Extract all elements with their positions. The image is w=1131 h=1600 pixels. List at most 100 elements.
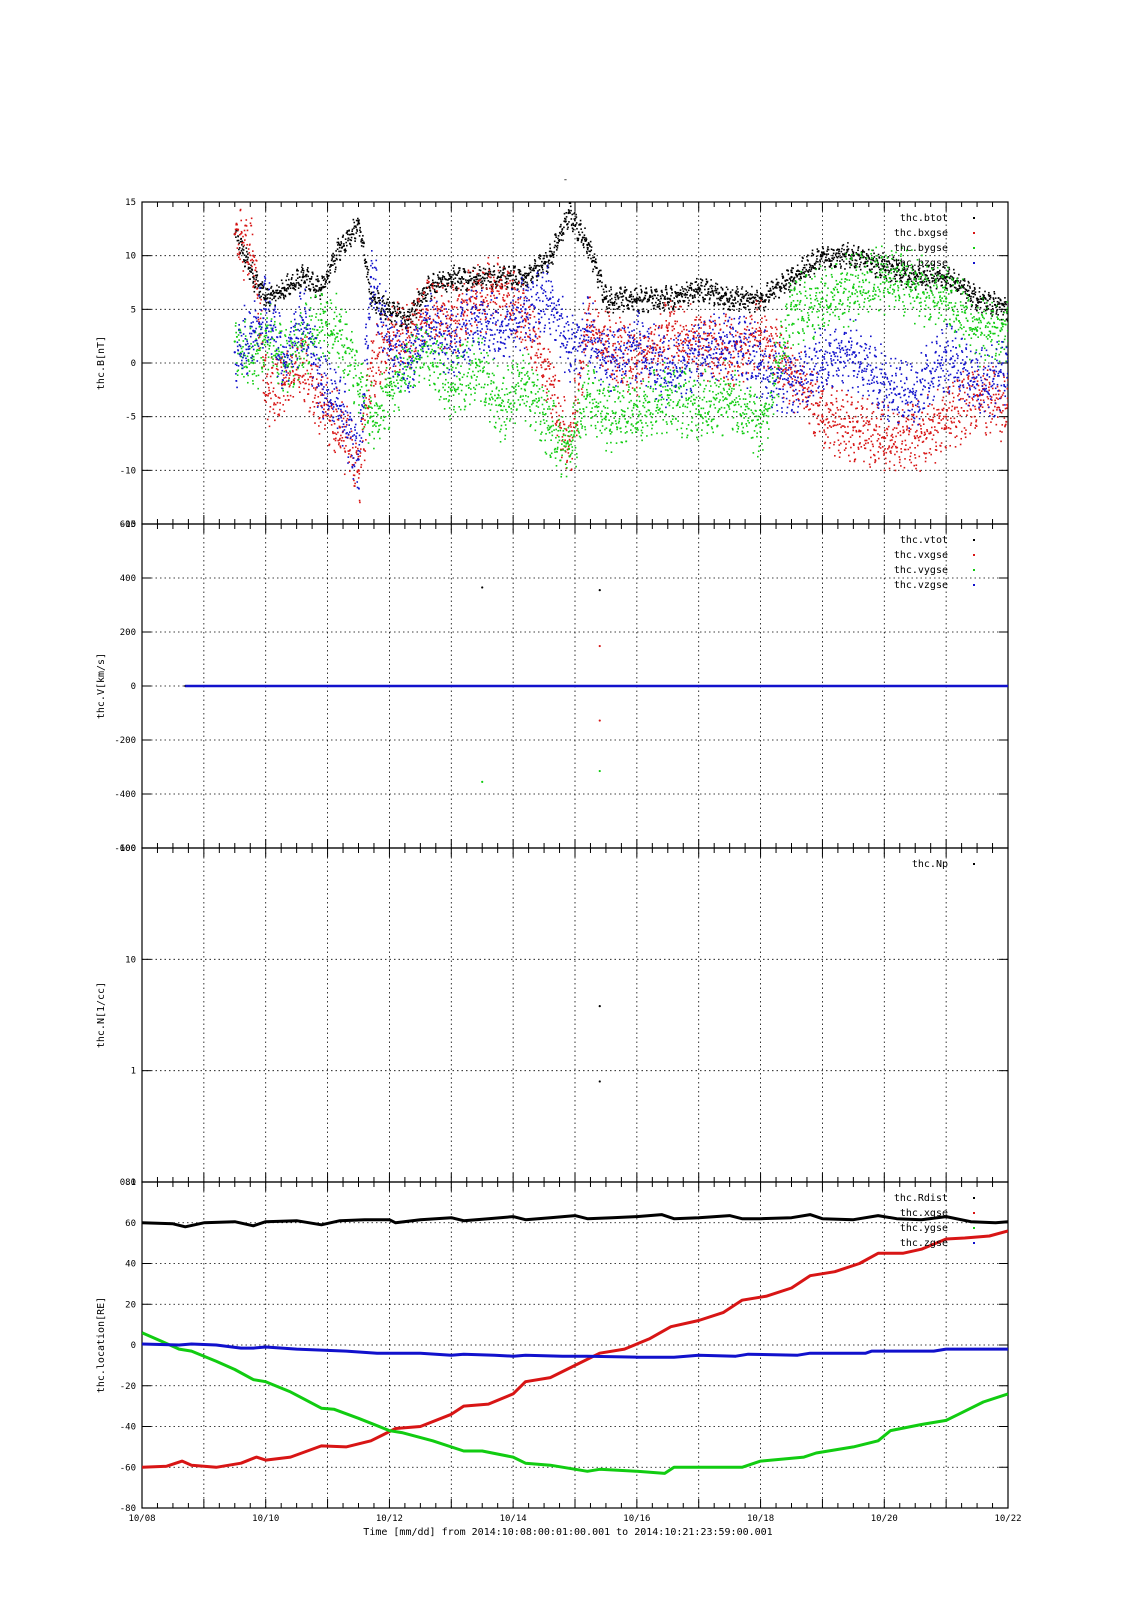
scatter-mark bbox=[627, 299, 630, 302]
scatter-mark bbox=[356, 223, 359, 226]
scatter-mark bbox=[680, 293, 683, 296]
scatter-mark bbox=[666, 293, 668, 295]
scatter-mark bbox=[582, 367, 585, 369]
scatter-mark bbox=[368, 288, 370, 291]
scatter-mark bbox=[759, 339, 761, 342]
scatter-mark bbox=[310, 277, 313, 280]
scatter-mark bbox=[283, 377, 285, 379]
scatter-mark bbox=[358, 222, 361, 225]
scatter-mark bbox=[745, 329, 748, 331]
scatter-mark bbox=[286, 273, 289, 275]
scatter-mark bbox=[346, 230, 349, 232]
scatter-mark bbox=[333, 262, 336, 265]
scatter-mark bbox=[602, 298, 605, 301]
scatter-mark bbox=[675, 337, 678, 340]
scatter-mark bbox=[895, 274, 898, 276]
scatter-mark bbox=[824, 441, 827, 444]
scatter-mark bbox=[573, 218, 576, 220]
scatter-mark bbox=[420, 303, 422, 306]
scatter-mark bbox=[701, 279, 704, 282]
scatter-mark bbox=[560, 223, 562, 226]
scatter-mark bbox=[379, 382, 381, 385]
scatter-mark bbox=[249, 259, 252, 262]
scatter-mark bbox=[419, 315, 422, 317]
scatter-mark bbox=[580, 223, 582, 225]
scatter-mark bbox=[544, 358, 546, 361]
scatter-mark bbox=[451, 307, 454, 309]
scatter-mark bbox=[841, 247, 843, 250]
scatter-mark bbox=[683, 310, 686, 313]
scatter-mark bbox=[346, 244, 348, 247]
scatter-mark bbox=[433, 328, 435, 331]
scatter-mark bbox=[506, 274, 509, 276]
scatter-mark bbox=[515, 275, 517, 278]
scatter-mark bbox=[272, 387, 275, 390]
scatter-mark bbox=[755, 300, 758, 302]
scatter-mark bbox=[303, 400, 306, 403]
scatter-mark bbox=[845, 255, 847, 258]
scatter-mark bbox=[555, 421, 558, 424]
scatter-mark bbox=[430, 297, 432, 300]
scatter-mark bbox=[420, 316, 423, 318]
scatter-mark bbox=[371, 301, 374, 303]
scatter-mark bbox=[428, 280, 430, 283]
scatter-mark bbox=[867, 429, 869, 431]
scatter-mark bbox=[276, 284, 278, 287]
scatter-mark bbox=[858, 254, 861, 257]
scatter-mark bbox=[467, 271, 470, 274]
scatter-mark bbox=[669, 300, 672, 302]
scatter-mark bbox=[904, 271, 907, 274]
scatter-mark bbox=[733, 309, 735, 311]
scatter-mark bbox=[552, 263, 554, 265]
scatter-mark bbox=[450, 282, 453, 284]
scatter-mark bbox=[620, 340, 623, 343]
scatter-mark bbox=[854, 426, 856, 428]
scatter-mark bbox=[497, 275, 499, 278]
scatter-mark bbox=[257, 312, 259, 315]
scatter-mark bbox=[728, 305, 731, 308]
scatter-mark bbox=[856, 407, 858, 410]
scatter-mark bbox=[498, 293, 501, 295]
scatter-mark bbox=[964, 290, 966, 293]
scatter-mark bbox=[582, 244, 585, 246]
scatter-mark bbox=[619, 321, 622, 323]
scatter-mark bbox=[794, 282, 797, 285]
scatter-mark bbox=[601, 351, 603, 354]
scatter-mark bbox=[443, 303, 445, 305]
scatter-mark bbox=[278, 286, 280, 288]
scatter-mark bbox=[654, 301, 657, 304]
scatter-mark bbox=[464, 271, 467, 273]
scatter-mark bbox=[632, 368, 634, 370]
scatter-mark bbox=[305, 273, 308, 276]
scatter-mark bbox=[741, 296, 743, 299]
scatter-mark bbox=[242, 252, 244, 255]
scatter-mark bbox=[744, 306, 747, 309]
scatter-mark bbox=[660, 326, 663, 328]
scatter-mark bbox=[327, 414, 330, 417]
scatter-mark bbox=[417, 297, 420, 300]
scatter-mark bbox=[288, 278, 290, 281]
scatter-mark bbox=[753, 363, 755, 365]
scatter-mark bbox=[623, 329, 626, 332]
scatter-mark bbox=[640, 291, 643, 294]
scatter-mark bbox=[883, 258, 886, 261]
scatter-mark bbox=[456, 289, 458, 292]
scatter-mark bbox=[892, 265, 894, 267]
scatter-mark bbox=[560, 230, 563, 233]
scatter-mark bbox=[449, 348, 451, 351]
scatter-mark bbox=[538, 269, 541, 271]
scatter-mark bbox=[791, 371, 793, 373]
scatter-mark bbox=[737, 291, 739, 293]
scatter-mark bbox=[460, 328, 463, 331]
scatter-mark bbox=[599, 334, 601, 337]
scatter-mark bbox=[462, 268, 465, 270]
scatter-mark bbox=[324, 428, 326, 430]
scatter-mark bbox=[979, 306, 982, 309]
scatter-mark bbox=[966, 297, 968, 299]
scatter-mark bbox=[566, 223, 569, 225]
scatter-mark bbox=[758, 330, 761, 332]
scatter-mark bbox=[803, 272, 805, 275]
scatter-mark bbox=[433, 282, 435, 284]
scatter-mark bbox=[482, 267, 485, 270]
scatter-mark bbox=[817, 250, 820, 252]
